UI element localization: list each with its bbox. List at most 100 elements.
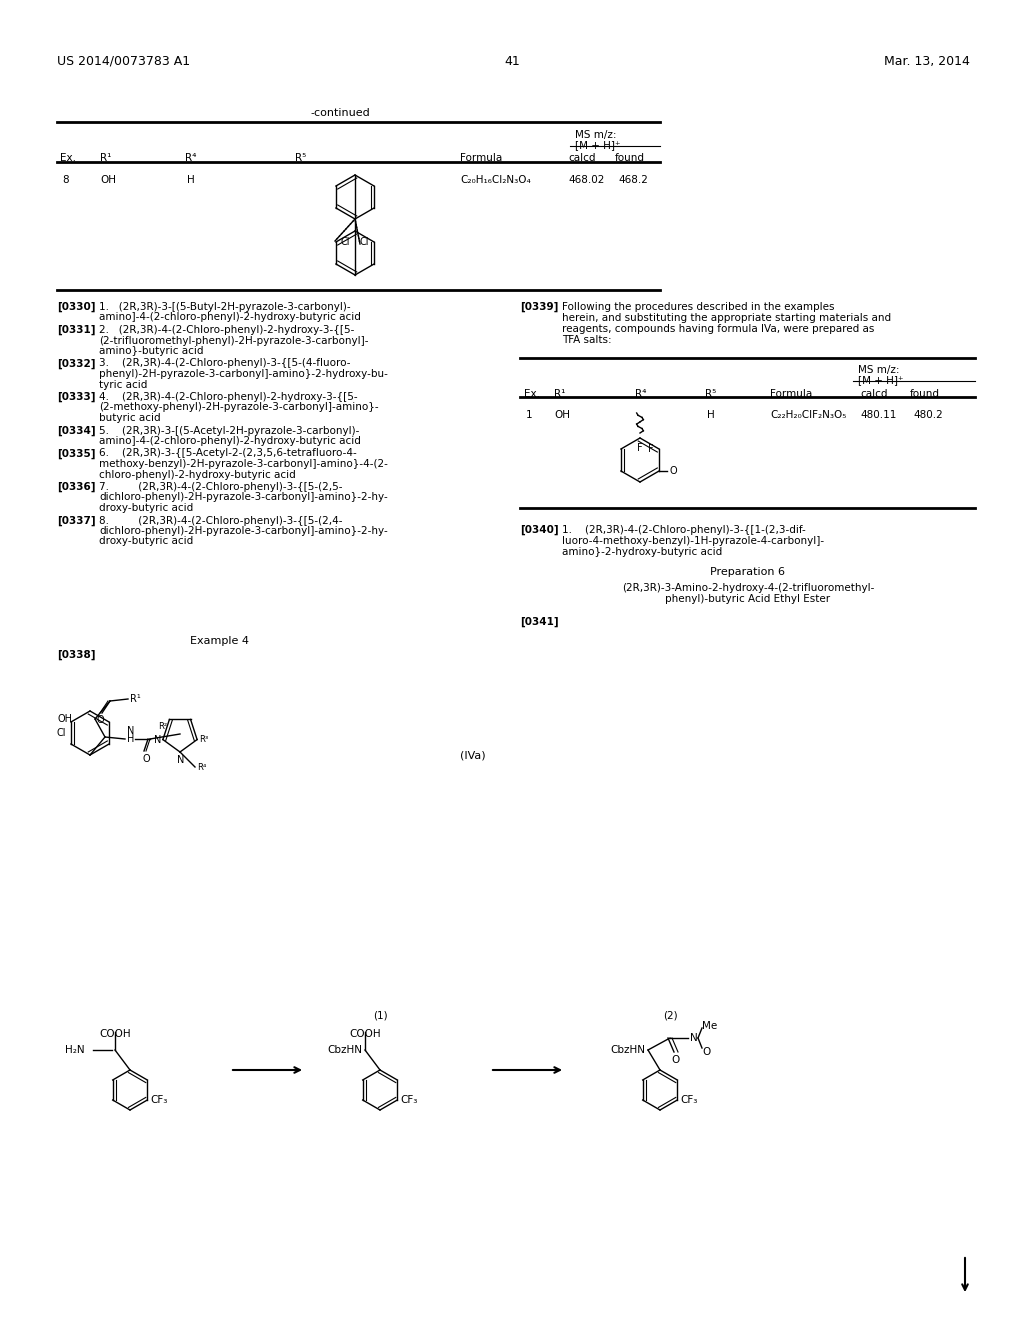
- Text: R⁴: R⁴: [635, 389, 646, 399]
- Text: 1.    (2R,3R)-4-(2-Chloro-phenyl)-3-{[1-(2,3-dif-: 1. (2R,3R)-4-(2-Chloro-phenyl)-3-{[1-(2,…: [562, 525, 806, 535]
- Text: CF₃: CF₃: [151, 1096, 168, 1105]
- Text: N: N: [127, 726, 134, 737]
- Text: R⁴: R⁴: [185, 153, 197, 162]
- Text: (2-trifluoromethyl-phenyl)-2H-pyrazole-3-carbonyl]-: (2-trifluoromethyl-phenyl)-2H-pyrazole-3…: [99, 335, 369, 346]
- Text: Cl: Cl: [56, 729, 66, 738]
- Text: Me: Me: [702, 1020, 717, 1031]
- Text: CF₃: CF₃: [680, 1096, 697, 1105]
- Text: [0339]: [0339]: [520, 302, 558, 313]
- Text: 468.02: 468.02: [568, 176, 604, 185]
- Text: [0333]: [0333]: [57, 392, 95, 403]
- Text: R¹: R¹: [554, 389, 565, 399]
- Text: amino}-2-hydroxy-butyric acid: amino}-2-hydroxy-butyric acid: [562, 546, 722, 557]
- Text: [0340]: [0340]: [520, 525, 559, 536]
- Text: -continued: -continued: [310, 108, 370, 117]
- Text: Ex.: Ex.: [60, 153, 76, 162]
- Text: amino]-4-(2-chloro-phenyl)-2-hydroxy-butyric acid: amino]-4-(2-chloro-phenyl)-2-hydroxy-but…: [99, 313, 360, 322]
- Text: phenyl)-butyric Acid Ethyl Ester: phenyl)-butyric Acid Ethyl Ester: [666, 594, 830, 605]
- Text: 480.11: 480.11: [860, 411, 896, 420]
- Text: [M + H]⁺: [M + H]⁺: [858, 375, 903, 385]
- Text: CbzHN: CbzHN: [327, 1045, 362, 1055]
- Text: found: found: [910, 389, 940, 399]
- Text: Preparation 6: Preparation 6: [711, 568, 785, 577]
- Text: dichloro-phenyl)-2H-pyrazole-3-carbonyl]-amino}-2-hy-: dichloro-phenyl)-2H-pyrazole-3-carbonyl]…: [99, 525, 388, 536]
- Text: N: N: [690, 1034, 697, 1043]
- Text: 480.2: 480.2: [913, 411, 943, 420]
- Text: 468.2: 468.2: [618, 176, 648, 185]
- Text: droxy-butyric acid: droxy-butyric acid: [99, 536, 194, 546]
- Text: Following the procedures described in the examples: Following the procedures described in th…: [562, 302, 835, 312]
- Text: Formula: Formula: [770, 389, 812, 399]
- Text: 2.   (2R,3R)-4-(2-Chloro-phenyl)-2-hydroxy-3-{[5-: 2. (2R,3R)-4-(2-Chloro-phenyl)-2-hydroxy…: [99, 325, 354, 335]
- Text: calcd: calcd: [568, 153, 596, 162]
- Text: F: F: [648, 444, 654, 454]
- Text: O: O: [96, 715, 103, 725]
- Text: butyric acid: butyric acid: [99, 413, 161, 422]
- Text: C₂₂H₂₀ClF₂N₃O₅: C₂₂H₂₀ClF₂N₃O₅: [770, 411, 847, 420]
- Text: 8: 8: [62, 176, 69, 185]
- Text: [0330]: [0330]: [57, 302, 95, 313]
- Text: R⁵: R⁵: [295, 153, 306, 162]
- Text: COOH: COOH: [99, 1030, 131, 1039]
- Text: reagents, compounds having formula IVa, were prepared as: reagents, compounds having formula IVa, …: [562, 323, 874, 334]
- Text: Mar. 13, 2014: Mar. 13, 2014: [884, 55, 970, 69]
- Text: Example 4: Example 4: [190, 636, 250, 645]
- Text: [0338]: [0338]: [57, 649, 95, 660]
- Text: calcd: calcd: [860, 389, 888, 399]
- Text: 5.    (2R,3R)-3-[(5-Acetyl-2H-pyrazole-3-carbonyl)-: 5. (2R,3R)-3-[(5-Acetyl-2H-pyrazole-3-ca…: [99, 425, 359, 436]
- Text: H₂N: H₂N: [66, 1045, 85, 1055]
- Text: N: N: [154, 734, 161, 744]
- Text: dichloro-phenyl)-2H-pyrazole-3-carbonyl]-amino}-2-hy-: dichloro-phenyl)-2H-pyrazole-3-carbonyl]…: [99, 492, 388, 503]
- Text: amino]-4-(2-chloro-phenyl)-2-hydroxy-butyric acid: amino]-4-(2-chloro-phenyl)-2-hydroxy-but…: [99, 436, 360, 446]
- Text: MS m/z:: MS m/z:: [575, 129, 616, 140]
- Text: TFA salts:: TFA salts:: [562, 335, 611, 345]
- Text: US 2014/0073783 A1: US 2014/0073783 A1: [57, 55, 190, 69]
- Text: R²: R²: [159, 722, 167, 731]
- Text: R¹: R¹: [130, 694, 140, 704]
- Text: (IVa): (IVa): [460, 750, 485, 760]
- Text: H: H: [187, 176, 195, 185]
- Text: (1): (1): [373, 1010, 387, 1020]
- Text: [0337]: [0337]: [57, 516, 95, 525]
- Text: C₂₀H₁₆Cl₂N₃O₄: C₂₀H₁₆Cl₂N₃O₄: [460, 176, 530, 185]
- Text: O: O: [142, 754, 150, 764]
- Text: COOH: COOH: [349, 1030, 381, 1039]
- Text: H: H: [707, 411, 715, 420]
- Text: 41: 41: [504, 55, 520, 69]
- Text: N: N: [177, 755, 184, 766]
- Text: OH: OH: [58, 714, 73, 723]
- Text: 1.   (2R,3R)-3-[(5-Butyl-2H-pyrazole-3-carbonyl)-: 1. (2R,3R)-3-[(5-Butyl-2H-pyrazole-3-car…: [99, 302, 350, 312]
- Text: [0334]: [0334]: [57, 425, 95, 436]
- Text: 7.         (2R,3R)-4-(2-Chloro-phenyl)-3-{[5-(2,5-: 7. (2R,3R)-4-(2-Chloro-phenyl)-3-{[5-(2,…: [99, 482, 342, 492]
- Text: (2): (2): [663, 1010, 677, 1020]
- Text: [0341]: [0341]: [520, 616, 559, 627]
- Text: 4.    (2R,3R)-4-(2-Chloro-phenyl)-2-hydroxy-3-{[5-: 4. (2R,3R)-4-(2-Chloro-phenyl)-2-hydroxy…: [99, 392, 357, 403]
- Text: Formula: Formula: [460, 153, 502, 162]
- Text: herein, and substituting the appropriate starting materials and: herein, and substituting the appropriate…: [562, 313, 891, 323]
- Text: [0336]: [0336]: [57, 482, 95, 492]
- Text: [M + H]⁺: [M + H]⁺: [575, 140, 621, 150]
- Text: O: O: [702, 1047, 711, 1057]
- Text: tyric acid: tyric acid: [99, 380, 147, 389]
- Text: R⁴: R⁴: [197, 763, 207, 771]
- Text: [0331]: [0331]: [57, 325, 95, 335]
- Text: CbzHN: CbzHN: [610, 1045, 645, 1055]
- Text: R⁵: R⁵: [705, 389, 716, 399]
- Text: [0332]: [0332]: [57, 359, 95, 368]
- Text: (2R,3R)-3-Amino-2-hydroxy-4-(2-trifluoromethyl-: (2R,3R)-3-Amino-2-hydroxy-4-(2-trifluoro…: [622, 583, 874, 593]
- Text: O: O: [672, 1055, 680, 1065]
- Text: [0335]: [0335]: [57, 449, 95, 459]
- Text: amino}-butyric acid: amino}-butyric acid: [99, 346, 204, 356]
- Text: H: H: [127, 734, 134, 744]
- Text: phenyl)-2H-pyrazole-3-carbonyl]-amino}-2-hydroxy-bu-: phenyl)-2H-pyrazole-3-carbonyl]-amino}-2…: [99, 370, 388, 379]
- Text: CF₃: CF₃: [400, 1096, 418, 1105]
- Text: R³: R³: [199, 735, 208, 744]
- Text: methoxy-benzyl)-2H-pyrazole-3-carbonyl]-amino}-4-(2-: methoxy-benzyl)-2H-pyrazole-3-carbonyl]-…: [99, 459, 388, 469]
- Text: found: found: [615, 153, 645, 162]
- Text: F: F: [637, 444, 643, 453]
- Text: Ex.: Ex.: [524, 389, 540, 399]
- Text: 1: 1: [526, 411, 532, 420]
- Text: OH: OH: [554, 411, 570, 420]
- Text: Cl: Cl: [341, 238, 350, 247]
- Text: (2-methoxy-phenyl)-2H-pyrazole-3-carbonyl]-amino}-: (2-methoxy-phenyl)-2H-pyrazole-3-carbony…: [99, 403, 379, 412]
